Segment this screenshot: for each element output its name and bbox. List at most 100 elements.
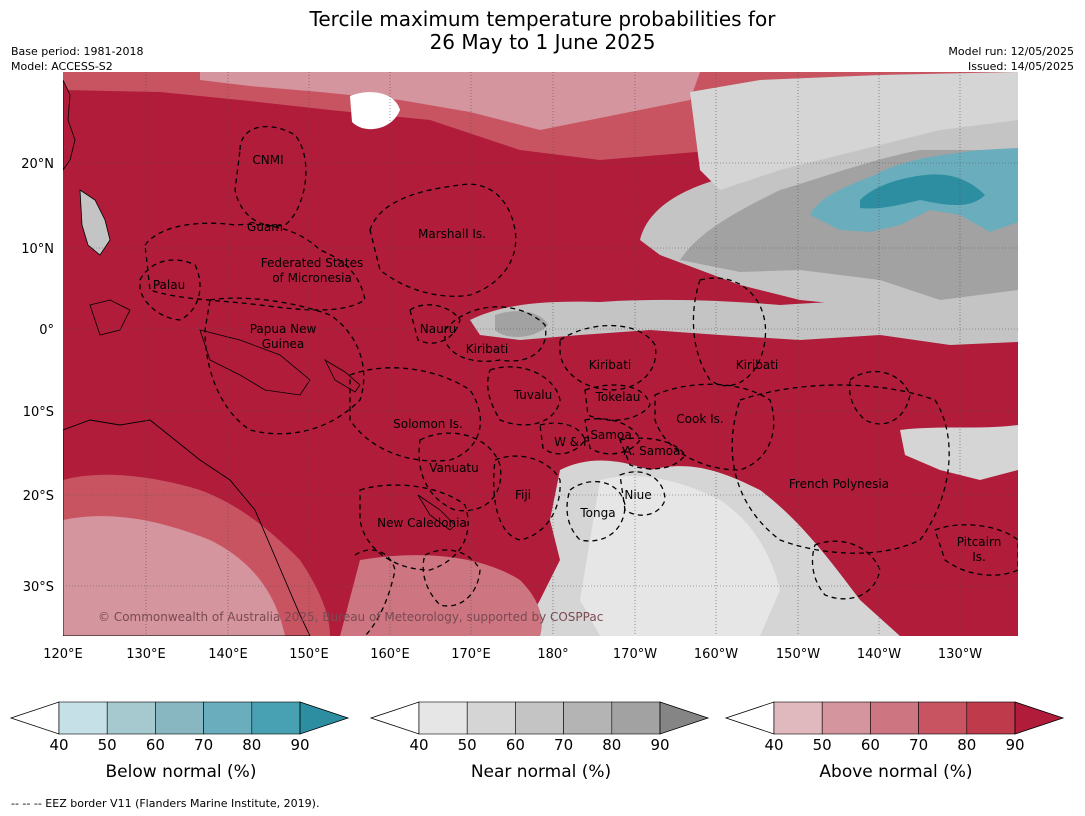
legend-near-tick: 90: [650, 736, 669, 754]
eez-cook: [654, 383, 775, 471]
legend-below-tick: 40: [49, 736, 68, 754]
legend-above-tick: 60: [861, 736, 880, 754]
se-near-normal-pale: [580, 476, 780, 636]
legend-near-swatch: [515, 701, 564, 735]
label-fsm-1: Federated States: [261, 256, 363, 270]
legend-above-tick: 50: [813, 736, 832, 754]
east-near-normal: [900, 425, 1018, 480]
legend-below-swatch: [58, 701, 108, 735]
label-nauru: Nauru: [420, 322, 456, 336]
legend-above-swatch: [918, 701, 968, 735]
eez-tuvalu: [487, 366, 561, 426]
legend-below-swatch: [155, 701, 204, 735]
label-png-1: Papua New: [250, 322, 317, 336]
legend-near-tick: 80: [602, 736, 621, 754]
label-cook: Cook Is.: [676, 412, 723, 426]
lon-120e: 120°E: [43, 647, 83, 662]
sw-pink: [63, 516, 285, 636]
eez-wallis-futuna: [539, 422, 586, 455]
north-pink: [200, 72, 700, 130]
map-field: CNMI Guam Marshall Is. Federated States …: [63, 72, 1018, 636]
eez-samoa: [584, 418, 641, 455]
asia-coast: [63, 79, 76, 171]
legend-below-tick: 70: [194, 736, 213, 754]
equatorial-grey-core: [495, 311, 548, 337]
label-fsm-2: of Micronesia: [272, 271, 352, 285]
legend-above-tick: 90: [1005, 736, 1024, 754]
eez-pitcairn: [934, 524, 1018, 576]
label-png-2: Guinea: [262, 337, 305, 351]
lon-150w: 150°W: [776, 647, 820, 662]
legend-above-low-extension: [724, 701, 775, 735]
label-palau: Palau: [153, 278, 185, 292]
eez-niue: [619, 471, 666, 516]
eez-kiribati-line: [692, 277, 767, 387]
lat-10s: 10°S: [23, 405, 54, 420]
eez-palau: [139, 259, 201, 321]
lon-130w: 130°W: [938, 647, 982, 662]
legend-above-swatch: [966, 701, 1016, 735]
lat-30s: 30°S: [23, 580, 54, 595]
eez-austral: [811, 540, 881, 600]
australia: [63, 419, 311, 636]
south-rose: [340, 555, 542, 636]
legend-above-swatch: [821, 701, 871, 735]
legend-below-tick: 50: [98, 736, 117, 754]
label-tokelau: Tokelau: [595, 390, 641, 404]
legend-above-tick: 40: [764, 736, 783, 754]
meta-right: Model run: 12/05/2025 Issued: 14/05/2025: [948, 44, 1074, 74]
eez-borders: [139, 125, 1018, 636]
legend-below-tick: 90: [290, 736, 309, 754]
lat-20s: 20°S: [23, 489, 54, 504]
sulawesi: [89, 299, 131, 336]
lon-180: 180°: [537, 647, 568, 662]
label-french-polynesia: French Polynesia: [789, 477, 889, 491]
legend-label-below: Below normal (%): [105, 762, 257, 782]
eez-norfolk: [422, 549, 481, 607]
label-new-caledonia: New Caledonia: [377, 516, 467, 530]
legend-below-swatch: [203, 701, 253, 735]
label-pitcairn-2: Is.: [972, 550, 986, 564]
map-title: Tercile maximum temperature probabilitie…: [0, 8, 1085, 54]
equatorial-near-normal: [470, 299, 1018, 345]
label-kiribati-east: Kiribati: [736, 358, 778, 372]
north-white-patch: [350, 92, 400, 130]
title-line-1: Tercile maximum temperature probabilitie…: [309, 7, 776, 31]
eez-tokelau: [584, 384, 651, 421]
legend-above-normal: 40 50 60 70 80 90: [724, 701, 1065, 754]
lat-20n: 20°N: [21, 157, 54, 172]
lat-10n: 10°N: [21, 242, 54, 257]
label-solomon: Solomon Is.: [393, 417, 463, 431]
legend-below-tick: 60: [146, 736, 165, 754]
label-fiji: Fiji: [515, 488, 531, 502]
legend-near-swatch: [418, 701, 468, 735]
eez-footnote: -- -- -- EEZ border V11 (Flanders Marine…: [11, 797, 320, 810]
new-caledonia-land: [417, 494, 456, 531]
label-wallis-futuna: W & F: [554, 435, 590, 449]
lon-140w: 140°W: [857, 647, 901, 662]
region-labels: CNMI Guam Marshall Is. Federated States …: [153, 153, 1001, 564]
legend-below-high-extension: [299, 701, 350, 735]
lon-160w: 160°W: [694, 647, 738, 662]
legend-below-low-extension: [9, 701, 60, 735]
eez-new-caledonia: [359, 484, 469, 571]
meta-left: Base period: 1981-2018 Model: ACCESS-S2: [11, 44, 143, 74]
model-name: Model: ACCESS-S2: [11, 60, 113, 73]
eez-kiribati-gilbert: [444, 306, 547, 362]
eez-fiji: [493, 455, 561, 541]
label-niue: Niue: [624, 488, 651, 502]
lon-160e: 160°E: [370, 647, 410, 662]
legend-near-low-extension: [369, 701, 420, 735]
label-kiribati-central: Kiribati: [589, 358, 631, 372]
model-run: Model run: 12/05/2025: [948, 45, 1074, 58]
label-samoa: Samoa: [590, 428, 631, 442]
label-vanuatu: Vanuatu: [429, 461, 479, 475]
label-guam: Guam: [247, 220, 283, 234]
legend-below-normal: 40 50 60 70 80 90: [9, 701, 350, 754]
label-american-samoa: A. Samoa: [624, 444, 681, 458]
eez-vanuatu: [418, 432, 502, 512]
eez-kiribati-phoenix: [559, 324, 657, 391]
label-marshall: Marshall Is.: [418, 227, 486, 241]
lon-130e: 130°E: [126, 647, 166, 662]
